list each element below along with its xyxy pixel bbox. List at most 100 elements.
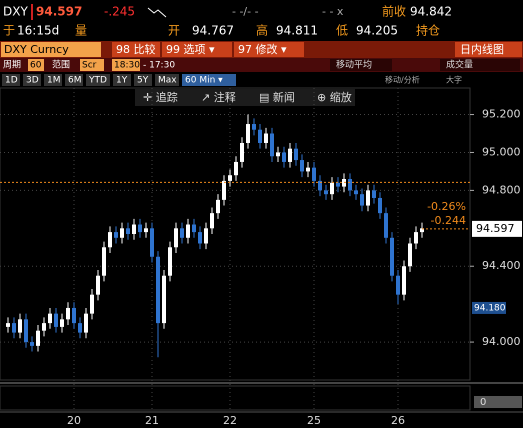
candle-body [12,323,16,333]
label: 低 [336,24,348,38]
setting: 范围 [52,59,70,71]
last-price-box [472,220,522,237]
candle-body [114,232,118,238]
setting: 60 [30,61,42,71]
candle-body [78,323,82,333]
range-button[interactable] [134,74,152,86]
candle-body [324,190,328,195]
prev-close-label: 前收 [382,4,406,19]
candle-body [186,224,190,238]
last-price: 94.597 [36,5,82,19]
extra: 移动/分析 [385,75,420,85]
candle-body [384,213,388,238]
x-tick-label: 25 [307,414,321,427]
view: 日内线图 [460,42,504,56]
range-button[interactable] [155,74,179,86]
candle-body [72,307,76,324]
candle-body [156,256,160,324]
candle-body [366,190,370,206]
candle-body [288,148,292,162]
candle-body [18,319,22,333]
chart-tool[interactable]: ⊕ 缩放 [317,90,352,104]
lower-panel [0,385,471,411]
extra: 大字 [446,75,462,85]
security-box[interactable] [1,42,101,57]
last-price-label: 94.597 [476,222,515,235]
range-label: 60 Min ▾ [185,76,223,86]
low: 94.205 [356,24,398,38]
button-label: 97 修改 ▾ [238,42,287,56]
label: 量 [75,24,87,38]
candle-body [372,190,376,198]
candle-body [162,275,166,324]
x-tick-label: 26 [391,414,405,427]
chart-tools [135,89,355,106]
candle-body [294,148,298,161]
candle-body [240,142,244,162]
candle-body [354,190,358,195]
input[interactable] [112,59,140,71]
candle-body [264,133,268,143]
input[interactable] [330,59,392,71]
button[interactable] [234,42,304,57]
label: 于 [3,24,15,38]
input[interactable] [440,59,520,71]
plot-area [0,87,471,381]
button[interactable] [162,42,232,57]
label: 持仓 [416,23,440,38]
x-tick-label: 21 [145,414,159,427]
candle-body [108,232,112,248]
chart-tool[interactable]: ▤ 新闻 [259,90,295,104]
candle-body [126,228,130,234]
range-button[interactable] [2,74,20,86]
range-label: Max [158,76,177,86]
setting: - 17:30 [143,61,175,71]
range-button[interactable] [65,74,83,86]
candle-body [348,179,352,191]
candle-body [144,228,148,233]
input[interactable] [28,59,44,71]
time: 16:15d [17,24,59,38]
range-button[interactable] [44,74,62,86]
annotation: -0.244 [431,214,466,227]
y-tick-label: 94.400 [482,259,521,272]
candle-body [396,275,400,295]
candle-body [258,129,262,143]
open: 94.767 [192,24,234,38]
candle-body [282,152,286,162]
candle-body [222,180,226,200]
setting: Scr [82,61,97,71]
candle-body [36,330,40,346]
candle-body [90,294,94,314]
button[interactable] [112,42,160,57]
range-button[interactable] [182,74,236,86]
candle-body [132,224,136,234]
input[interactable] [80,59,104,71]
low-marker-box [472,301,506,314]
candle-body [312,167,316,181]
annotation: -0.26% [427,200,466,213]
y-tick-label: 94.800 [482,183,521,196]
range-button[interactable] [113,74,131,86]
candle-body [414,232,418,244]
range-button[interactable] [86,74,110,86]
candle-body [42,323,46,331]
view-box[interactable] [455,42,522,57]
candle-body [84,313,88,333]
chart-tool[interactable]: ↗ 注释 [201,90,236,104]
candle-body [252,124,256,130]
range-button[interactable] [23,74,41,86]
dash-field: - - x [322,5,344,18]
candle-body [234,161,238,176]
candle-body [378,197,382,214]
candle-body [228,175,232,181]
setting: 周期 [3,60,21,71]
high: 94.811 [276,24,318,38]
chart-tool[interactable]: ✛ 追踪 [143,90,178,104]
range-label: YTD [88,76,107,86]
range-label: 1Y [116,76,128,86]
ticker: DXY [3,5,28,19]
trend-icon [147,7,167,18]
range-label: 3D [26,76,39,86]
